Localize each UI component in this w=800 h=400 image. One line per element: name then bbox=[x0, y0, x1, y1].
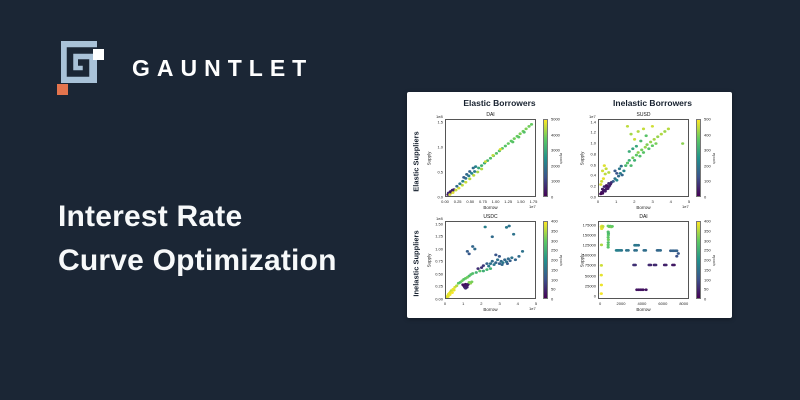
x-axis-offset: 1e7 bbox=[529, 306, 536, 311]
x-axis-label: Borrow bbox=[483, 205, 498, 210]
colorbar-label: epoch bbox=[559, 254, 564, 266]
x-axis-label: Borrow bbox=[636, 205, 651, 210]
subplot-dai-inelastic: DAI Supply 0 25000 50000 75000 100000 125000 1… bbox=[579, 214, 717, 312]
y-axis-label: Supply bbox=[426, 253, 432, 267]
subplot-title: DAI bbox=[639, 214, 648, 220]
colorbar-label: epoch bbox=[559, 152, 564, 164]
y-axis-offset: 1e7 bbox=[589, 114, 596, 119]
x-axis-label: Borrow bbox=[483, 307, 498, 312]
subplot-dai-elastic: DAI 1e8 Supply 0.0 0.5 1.0 1.5 0.00 0.25 0.50… bbox=[426, 112, 564, 210]
x-axis-offset: 1e7 bbox=[529, 204, 536, 209]
y-axis-label: Supply bbox=[579, 151, 585, 165]
row-label-inelastic-suppliers: Inelastic Suppliers bbox=[412, 229, 421, 297]
colorbar-label: epoch bbox=[712, 254, 717, 266]
row-label-elastic-suppliers: Elastic Suppliers bbox=[412, 130, 422, 192]
subplot-susd: SUSD 1e7 Supply 0.0 0.2 0.4 0.6 0.8 1.0 1.2 1.4… bbox=[579, 112, 717, 210]
colorbar bbox=[696, 221, 701, 299]
colorbar-label: epoch bbox=[712, 152, 717, 164]
colorbar bbox=[543, 119, 548, 197]
page-title-line2: Curve Optimization bbox=[58, 244, 337, 277]
brand-header: GAUNTLET bbox=[56, 38, 313, 96]
scatter-plot-area bbox=[445, 119, 536, 197]
y-axis-label: Supply bbox=[426, 151, 432, 165]
subplot-title: SUSD bbox=[636, 112, 651, 118]
colorbar bbox=[543, 221, 548, 299]
gauntlet-logo-icon bbox=[56, 38, 108, 96]
page-title: Interest Rate Curve Optimization bbox=[58, 195, 337, 283]
subplot-usdc: USDC 1e8 Supply 0.00 0.25 0.50 0.75 1.00 1.25… bbox=[426, 214, 564, 312]
scatter-plot-area bbox=[598, 119, 689, 197]
y-axis-offset: 1e8 bbox=[436, 216, 443, 221]
column-header-inelastic-borrowers: Inelastic Borrowers bbox=[613, 98, 692, 108]
scatter-plot-area bbox=[598, 221, 689, 299]
x-axis-offset: 1e7 bbox=[682, 204, 689, 209]
colorbar bbox=[696, 119, 701, 197]
x-axis-label: Borrow bbox=[636, 307, 651, 312]
page-title-line1: Interest Rate bbox=[58, 200, 243, 233]
brand-wordmark: GAUNTLET bbox=[132, 54, 314, 81]
subplot-title: DAI bbox=[486, 112, 495, 118]
column-header-elastic-borrowers: Elastic Borrowers bbox=[463, 98, 536, 108]
figure-card: Elastic Borrowers Inelastic Borrowers El… bbox=[407, 92, 732, 318]
subplot-title: USDC bbox=[483, 214, 498, 220]
y-axis-offset: 1e8 bbox=[436, 114, 443, 119]
scatter-plot-area bbox=[445, 221, 536, 299]
